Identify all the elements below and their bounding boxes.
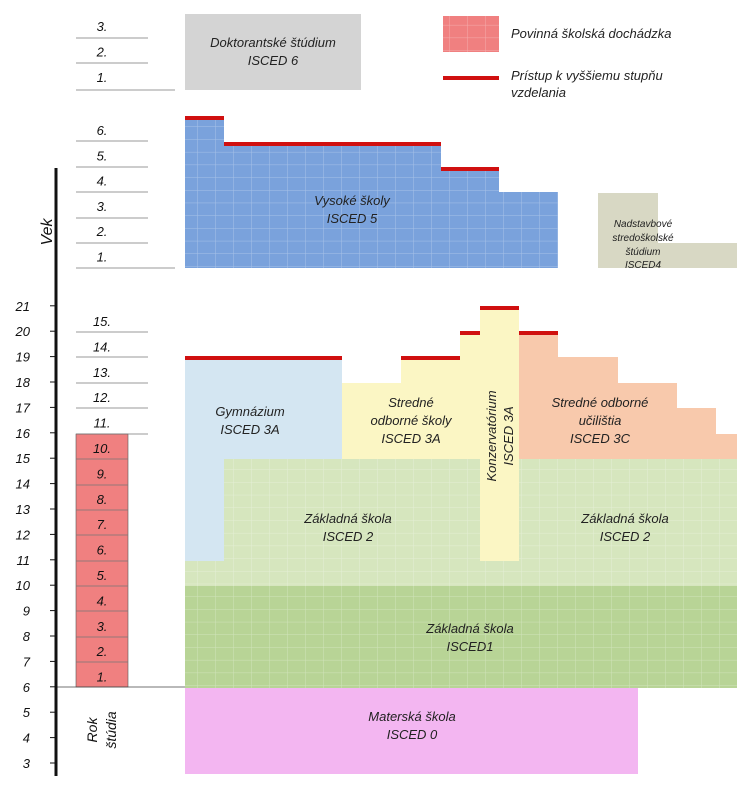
tertiary-year-label: 6.: [97, 123, 108, 138]
age-tick-label: 12: [16, 527, 31, 542]
label-konzervatorium-line1: Konzervatórium: [484, 390, 499, 481]
label-zs1-line2: ISCED1: [447, 639, 494, 654]
school-year-label: 4.: [97, 593, 108, 608]
school-year-label: 2.: [96, 644, 108, 659]
label-nadstavbove-line2: stredoškolské: [612, 233, 674, 244]
age-tick-label: 7: [23, 654, 31, 669]
age-tick-label: 10: [16, 578, 31, 593]
age-tick-label: 17: [16, 400, 31, 415]
label-sou-line2: učilištia: [579, 413, 622, 428]
materska-skola-block: [185, 688, 638, 774]
study-axis-title-line2: štúdia: [103, 711, 119, 749]
legend-access-label-line1: Prístup k vyššiemu stupňu: [511, 68, 663, 83]
school-year-label: 15.: [93, 314, 111, 329]
label-materska-line1: Materská škola: [368, 709, 455, 724]
legend-compulsory-label: Povinná školská dochádzka: [511, 26, 671, 41]
label-konzervatorium-line2: ISCED 3A: [501, 406, 516, 465]
label-nadstavbove-line4: ISCED4: [625, 260, 662, 271]
school-year-label: 5.: [97, 568, 108, 583]
tertiary-year-label: 4.: [97, 174, 108, 189]
label-zs1-line1: Základná škola: [425, 621, 513, 636]
age-tick-label: 18: [16, 375, 31, 390]
label-gymnazium-line1: Gymnázium: [215, 404, 285, 419]
konzervatorium-block: [480, 307, 519, 561]
gymnazium-block: [185, 357, 342, 561]
nadstavbove-studium-block: [598, 193, 737, 268]
age-tick-label: 20: [15, 324, 31, 339]
stredne-odborne-skoly-block: [342, 332, 480, 459]
year-separators: [55, 37, 185, 688]
school-year-label: 14.: [93, 339, 111, 354]
age-tick-label: 3: [23, 756, 31, 771]
age-tick-label: 15: [16, 451, 31, 466]
label-zs2-right-line1: Základná škola: [580, 511, 668, 526]
age-tick-label: 8: [23, 629, 31, 644]
label-sou-line1: Stredné odborné: [552, 395, 649, 410]
tertiary-year-label: 2.: [96, 224, 108, 239]
age-tick-label: 14: [16, 477, 30, 492]
age-tick-label: 5: [23, 705, 31, 720]
age-tick-label: 19: [16, 350, 30, 365]
age-axis: 3 4 5 6 7 8 9 10 11 12 13 14 15 16 17 18 19 20 21: [15, 168, 58, 776]
label-materska-line2: ISCED 0: [387, 727, 438, 742]
study-axis-title-line1: Rok: [84, 717, 100, 743]
label-gymnazium-line2: ISCED 3A: [220, 422, 279, 437]
label-nadstavbove-line1: Nadstavbové: [614, 219, 673, 230]
doctoral-year-label: 1.: [97, 70, 108, 85]
doctoral-year-label: 2.: [96, 45, 108, 60]
stredne-odborne-ucilista-block: [519, 332, 737, 459]
label-sos-line3: ISCED 3A: [381, 431, 440, 446]
label-sou-line3: ISCED 3C: [570, 431, 631, 446]
age-tick-label: 11: [17, 553, 31, 568]
school-year-label: 10.: [93, 441, 111, 456]
label-zs2-left-line1: Základná škola: [303, 511, 391, 526]
access-lines: [185, 116, 558, 360]
age-tick-label: 9: [23, 604, 30, 619]
label-zs2-right-line2: ISCED 2: [600, 529, 651, 544]
school-year-label: 3.: [97, 619, 108, 634]
tertiary-year-label: 5.: [97, 148, 108, 163]
doktorantske-studium-block: [185, 14, 361, 90]
age-axis-title: Vek: [39, 218, 56, 246]
school-year-label: 8.: [97, 492, 108, 507]
age-tick-label: 16: [16, 426, 31, 441]
school-year-label: 12.: [93, 390, 111, 405]
age-tick-group: 3 4 5 6 7 8 9 10 11 12 13 14 15 16 17 18 19 20 21: [15, 299, 56, 771]
doctoral-year-label: 3.: [97, 19, 108, 34]
label-sos-line2: odborné školy: [371, 413, 453, 428]
age-tick-label: 4: [23, 731, 30, 746]
block-labels: Doktorantské štúdium ISCED 6 Vysoké škol…: [210, 35, 674, 742]
label-vysoke-line1: Vysoké školy: [314, 193, 391, 208]
blocks-layer: [75, 14, 737, 774]
age-tick-label: 21: [15, 299, 30, 314]
year-labels: 3. 2. 1. 6. 5. 4. 3. 2. 1. 15. 14. 13. 12. 11. 10. 9. 8.…: [93, 19, 111, 685]
school-year-label: 9.: [97, 466, 108, 481]
label-nadstavbove-line3: štúdium: [625, 247, 660, 258]
compulsory-column: [75, 433, 129, 688]
tertiary-year-label: 3.: [97, 199, 108, 214]
school-year-label: 13.: [93, 365, 111, 380]
label-doktorantske-line2: ISCED 6: [248, 53, 299, 68]
age-tick-label: 13: [16, 502, 31, 517]
school-year-label: 7.: [97, 517, 108, 532]
tertiary-year-label: 1.: [97, 250, 108, 265]
school-year-label: 11.: [93, 416, 110, 431]
legend-access-label-line2: vzdelania: [511, 85, 566, 100]
legend: Povinná školská dochádzka Prístup k vyšš…: [443, 16, 671, 100]
label-zs2-left-line2: ISCED 2: [323, 529, 374, 544]
label-doktorantske-line1: Doktorantské štúdium: [210, 35, 336, 50]
label-vysoke-line2: ISCED 5: [327, 211, 378, 226]
age-tick-label: 6: [23, 680, 31, 695]
school-year-label: 6.: [97, 543, 108, 558]
label-sos-line1: Stredné: [388, 395, 434, 410]
school-year-label: 1.: [97, 670, 108, 685]
